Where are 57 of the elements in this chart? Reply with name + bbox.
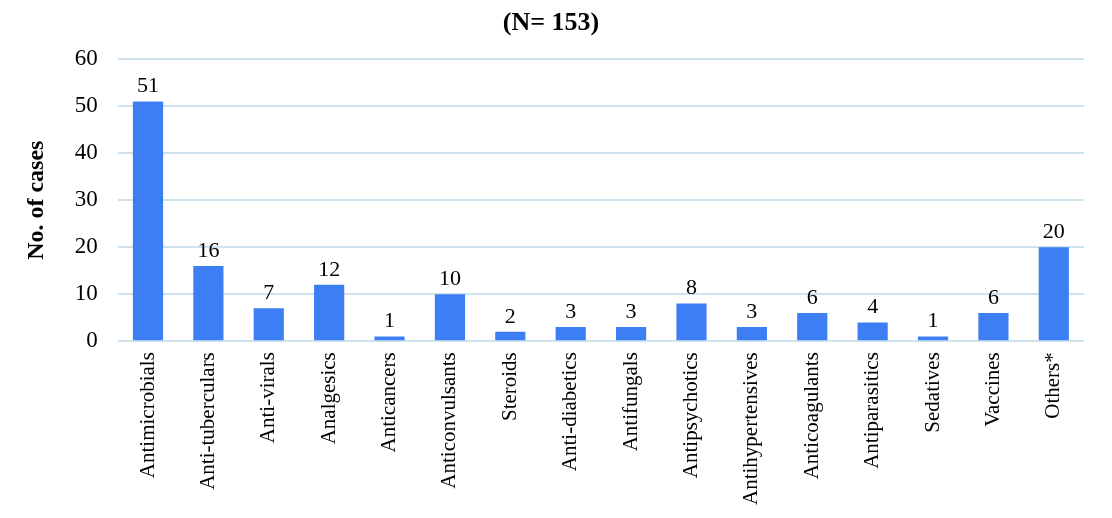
data-label: 3 bbox=[565, 297, 577, 323]
bar bbox=[1038, 247, 1069, 341]
x-tick-label: Anti-tuberculars bbox=[194, 352, 219, 490]
data-label: 3 bbox=[625, 297, 637, 323]
bar bbox=[978, 313, 1009, 341]
data-label: 7 bbox=[263, 279, 275, 305]
bar bbox=[616, 327, 647, 341]
x-tick-label: Anticonvulsants bbox=[436, 352, 461, 489]
y-tick-label: 10 bbox=[74, 280, 98, 306]
y-tick-label: 40 bbox=[74, 139, 98, 165]
data-label: 6 bbox=[987, 283, 999, 309]
y-tick-label: 0 bbox=[86, 327, 98, 353]
x-tick-label: Anticancers bbox=[376, 352, 401, 453]
data-label: 1 bbox=[384, 307, 396, 333]
bar bbox=[495, 331, 526, 341]
data-label: 10 bbox=[438, 264, 461, 290]
data-label: 20 bbox=[1042, 217, 1065, 243]
data-label: 6 bbox=[806, 283, 818, 309]
data-label: 8 bbox=[685, 274, 697, 300]
x-tick-label: Antiparasitics bbox=[859, 352, 884, 469]
y-tick-label: 30 bbox=[74, 186, 98, 212]
y-axis-title: No. of cases bbox=[21, 140, 48, 260]
bar bbox=[917, 336, 949, 341]
data-label: 16 bbox=[197, 236, 220, 262]
data-label: 4 bbox=[867, 293, 879, 319]
bar bbox=[676, 303, 707, 341]
x-tick-label: Antimicrobials bbox=[134, 352, 159, 479]
bar bbox=[132, 101, 164, 341]
chart-title: (N= 153) bbox=[502, 7, 600, 37]
bar bbox=[314, 284, 345, 341]
bar bbox=[857, 322, 888, 341]
bar bbox=[797, 313, 828, 341]
data-label: 12 bbox=[318, 255, 341, 281]
x-tick-label: Anti-diabetics bbox=[557, 352, 582, 472]
bar bbox=[555, 327, 586, 341]
x-tick-label: Anti-virals bbox=[255, 352, 280, 444]
data-label: 3 bbox=[746, 297, 758, 323]
y-tick-label: 50 bbox=[74, 92, 98, 118]
x-tick-label: Vaccines bbox=[979, 352, 1004, 427]
bar bbox=[434, 294, 466, 341]
data-label: 51 bbox=[136, 72, 159, 98]
bar bbox=[253, 308, 284, 341]
x-tick-label: Anticoagulants bbox=[798, 352, 823, 480]
bar bbox=[736, 327, 767, 341]
data-label: 1 bbox=[927, 307, 939, 333]
bar bbox=[374, 336, 405, 341]
y-tick-label: 20 bbox=[74, 233, 98, 259]
x-tick-label: Antipsychotics bbox=[678, 352, 702, 479]
x-tick-label: Others* bbox=[1040, 352, 1065, 419]
data-label: 2 bbox=[504, 302, 516, 328]
x-tick-label: Steroids bbox=[496, 352, 521, 422]
bar bbox=[193, 266, 224, 341]
y-tick-label: 60 bbox=[74, 45, 98, 71]
x-tick-label: Antihypertensives bbox=[738, 352, 763, 506]
x-tick-label: Sedatives bbox=[919, 352, 944, 433]
x-tick-label: Analgesics bbox=[315, 352, 340, 445]
x-tick-label: Antifungals bbox=[617, 352, 642, 452]
